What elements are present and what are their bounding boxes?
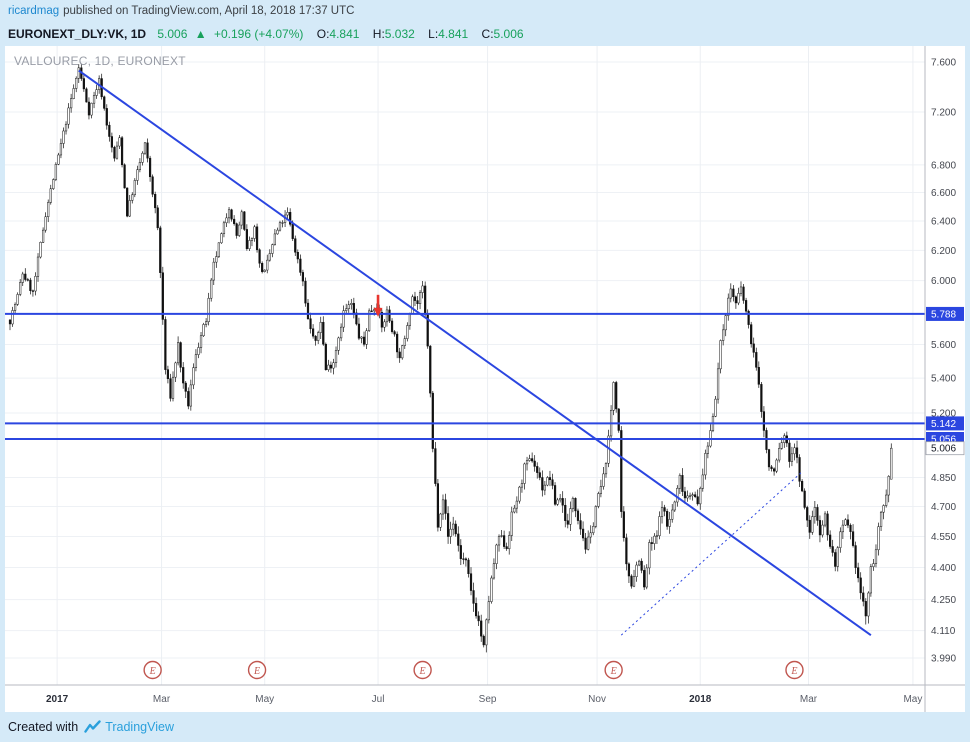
svg-text:5.600: 5.600	[931, 340, 956, 351]
svg-text:E: E	[253, 666, 260, 677]
svg-text:2018: 2018	[689, 694, 712, 705]
close-label: C:	[481, 27, 494, 41]
tradingview-logo-icon	[84, 720, 101, 733]
svg-text:5.142: 5.142	[931, 419, 956, 430]
symbol-name: EURONEXT_DLY:VK, 1D	[8, 27, 147, 41]
svg-text:6.800: 6.800	[931, 160, 956, 171]
tradingview-link[interactable]: TradingView	[84, 720, 174, 734]
svg-text:6.000: 6.000	[931, 276, 956, 287]
close-value: 5.006	[493, 27, 524, 41]
price-change: +0.196 (+4.07%)	[213, 27, 304, 41]
low-label: L:	[428, 27, 439, 41]
svg-text:5.788: 5.788	[931, 309, 956, 320]
earnings-marker: E	[143, 660, 162, 680]
symbol-info-bar: EURONEXT_DLY:VK, 1D 5.006 ▲ +0.196 (+4.0…	[0, 22, 970, 46]
candles-layer	[8, 63, 893, 653]
open-value: 4.841	[329, 27, 360, 41]
candlestick-chart: 7.600 7.200 6.800 6.600 6.400 6.200 6.000 5.600…	[5, 46, 965, 712]
svg-text:7.600: 7.600	[931, 58, 956, 69]
tradingview-brand: TradingView	[105, 720, 174, 734]
svg-text:4.400: 4.400	[931, 563, 956, 574]
svg-text:6.200: 6.200	[931, 246, 956, 257]
high-label: H:	[372, 27, 385, 41]
price-axis-labels: 7.600 7.200 6.800 6.600 6.400 6.200 6.000 5.600…	[931, 58, 956, 665]
created-with-label: Created with	[8, 720, 79, 734]
svg-text:Jul: Jul	[372, 694, 385, 705]
svg-text:4.850: 4.850	[931, 473, 956, 484]
descending-trendline	[78, 69, 872, 636]
svg-text:E: E	[610, 666, 617, 677]
svg-text:Sep: Sep	[479, 694, 497, 705]
last-price-axis-label: 5.006	[925, 441, 965, 456]
earnings-marker: E	[413, 660, 432, 680]
chart-watermark: VALLOUREC, 1D, EURONEXT	[14, 54, 186, 68]
published-bar: ricardmag published on TradingView.com, A…	[0, 0, 970, 22]
svg-text:Nov: Nov	[588, 694, 606, 705]
earnings-marker: E	[785, 660, 804, 680]
earnings-marker: E	[247, 660, 267, 680]
price-line-badge: 5.142	[926, 416, 964, 431]
svg-text:6.600: 6.600	[931, 188, 956, 199]
svg-text:4.550: 4.550	[931, 532, 956, 543]
svg-text:4.250: 4.250	[931, 595, 956, 606]
dotted-rising-trendline	[620, 471, 803, 636]
svg-text:5.056: 5.056	[931, 435, 956, 446]
earnings-marker: E	[604, 660, 623, 680]
svg-text:7.200: 7.200	[931, 108, 956, 119]
last-price: 5.006	[157, 27, 188, 41]
svg-text:5.200: 5.200	[931, 409, 956, 420]
grid-layer	[5, 46, 925, 685]
svg-text:May: May	[903, 694, 922, 705]
low-value: 4.841	[438, 27, 469, 41]
published-text: published on TradingView.com, April 18, …	[63, 5, 355, 17]
svg-text:4.700: 4.700	[931, 502, 956, 513]
svg-text:5.006: 5.006	[931, 444, 956, 455]
down-arrow-annotation	[373, 294, 383, 317]
svg-text:6.400: 6.400	[931, 216, 956, 227]
svg-text:5.400: 5.400	[931, 374, 956, 385]
up-arrow-icon: ▲	[194, 27, 207, 41]
svg-text:E: E	[790, 666, 797, 677]
svg-text:Mar: Mar	[800, 694, 818, 705]
svg-text:E: E	[419, 666, 426, 677]
time-axis-labels: 2017 Mar May Jul Sep Nov 2018 Mar May	[46, 694, 922, 705]
svg-text:E: E	[149, 666, 156, 677]
price-line-badge: 5.788	[926, 306, 964, 321]
footer-bar: Created with TradingView	[0, 712, 970, 742]
author-link[interactable]: ricardmag	[8, 5, 60, 17]
svg-text:May: May	[255, 694, 274, 705]
svg-text:3.990: 3.990	[931, 654, 956, 665]
svg-text:4.110: 4.110	[931, 626, 956, 637]
svg-text:Mar: Mar	[153, 694, 171, 705]
svg-text:2017: 2017	[46, 694, 69, 705]
open-label: O:	[316, 27, 330, 41]
high-value: 5.032	[384, 27, 415, 41]
chart-canvas: VALLOUREC, 1D, EURONEXT 7.600 7.200 6.800 6…	[5, 46, 965, 712]
